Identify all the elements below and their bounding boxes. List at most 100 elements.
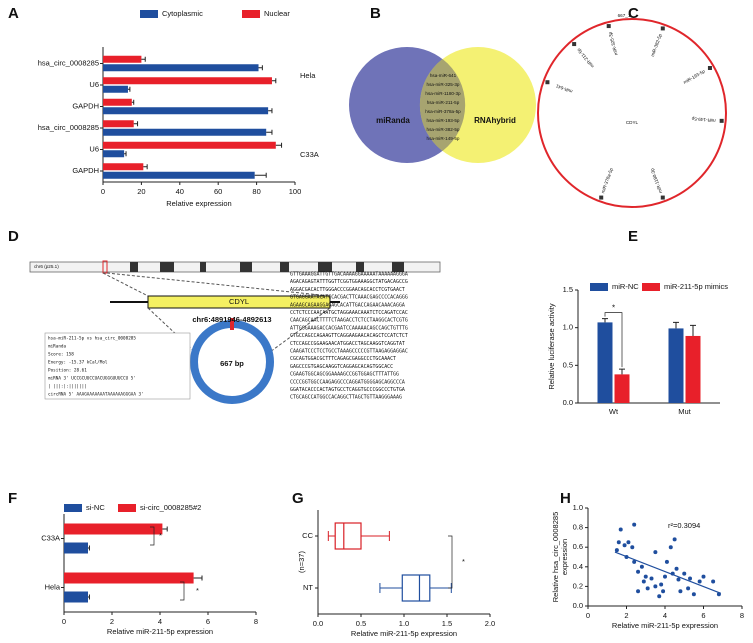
point (649, 576, 654, 581)
circos-label: miR-211-5p (576, 47, 595, 69)
x-axis-label: Relative miR-211-5p expression (351, 629, 457, 638)
error-bar (275, 142, 283, 148)
y-tick-label: GAPDH (72, 166, 99, 175)
error-bar (258, 65, 263, 71)
point (630, 545, 635, 550)
alignment-line: Score: 158 (48, 352, 74, 358)
sequence-line: ATTGGGAAAGACCACGAATCCAAAAACAGCCAGCTGTTTG (290, 325, 408, 331)
alignment-line: circRNA 5' AAAGAAAAAAATAAAAAAGGGAA 3' (48, 392, 144, 398)
x-axis-label: Relative miR-211-5p expression (612, 621, 718, 630)
bar (64, 523, 163, 535)
box (334, 522, 362, 550)
panel-label: G (292, 490, 304, 507)
x-tick-label: 6 (701, 611, 705, 620)
annotation: * (196, 586, 199, 595)
whisker-low (379, 583, 403, 593)
y-tick-label: 1.5 (563, 285, 573, 294)
circos-site (606, 24, 611, 29)
x-axis-label: Relative expression (166, 199, 231, 208)
x-tick-label: 2 (624, 611, 628, 620)
error-bar (162, 526, 168, 532)
venn-item: hsa-miR-193-5p (427, 118, 460, 123)
sequence-line: AGGACGACACTTGGGACCCGGAACAGCACCTCGTGAACT (290, 287, 405, 293)
x-tick-label: Wt (609, 407, 619, 416)
trendline (614, 551, 722, 594)
venn-set-label: miRanda (376, 116, 410, 125)
panel-label: D (8, 228, 19, 245)
x-tick-label: 0 (101, 187, 105, 196)
legend-swatch (140, 10, 158, 18)
y-tick-label: NT (303, 583, 313, 592)
error-bar (266, 129, 273, 135)
point (614, 548, 619, 553)
point (618, 527, 623, 532)
x-axis-label: Relative miR-211-5p expression (107, 627, 213, 636)
bar (685, 335, 701, 403)
error-bar (602, 318, 608, 323)
panel-label: H (560, 490, 571, 507)
point (697, 579, 702, 584)
point (672, 537, 677, 542)
error-bar (127, 86, 131, 92)
x-tick-label: 80 (252, 187, 260, 196)
venn-item: hsa-miR-378a-5p (425, 109, 461, 114)
alignment-line: Energy: -15.37 kCal/Mol (48, 360, 108, 366)
circos-label: miR-193-5p (683, 68, 707, 85)
point (686, 586, 691, 591)
y-axis-label: expression (560, 539, 569, 575)
y-tick-label: 1.0 (573, 503, 583, 512)
legend-swatch (118, 504, 136, 512)
x-tick-label: 8 (740, 611, 744, 620)
sequence-line: CTCCAGCCGGAAGAACATGGACCTAGCAAGGTCAGGTAT (290, 341, 405, 347)
bar (668, 328, 684, 403)
point (622, 543, 627, 548)
legend-label: si-NC (86, 503, 105, 512)
annotation: r²=0.3094 (668, 521, 700, 530)
bar (597, 322, 613, 403)
point (643, 574, 648, 579)
significance-bracket (448, 535, 453, 589)
x-tick-label: 100 (289, 187, 302, 196)
y-tick-label: CC (302, 531, 313, 540)
circos-site (719, 118, 724, 123)
sequence-line: CGCAGTGGACGCTTTCAGAGCGAGGCCCTGCAAACT (290, 356, 396, 362)
bar (103, 150, 125, 158)
sequence-line: GAGCCCGTGAGCAAGGTCAGGAGCACAGTGGCACC (290, 364, 393, 370)
sequence-line: CCCCGGTGGCCAAGAGGCCCAGGATGGGGAGCAGGCCCA (290, 379, 405, 385)
x-tick-label: 1.5 (442, 619, 452, 628)
panel-label: B (370, 5, 381, 22)
significance-bracket (180, 581, 185, 601)
point (701, 574, 706, 579)
point (659, 582, 664, 587)
point (657, 594, 662, 599)
annotation: * (462, 557, 465, 566)
y-axis-label: Relative luciferase activity (547, 303, 556, 390)
x-tick-label: 40 (176, 187, 184, 196)
point (632, 522, 637, 527)
x-tick-label: 0 (62, 617, 66, 626)
y-tick-label: 0.0 (563, 398, 573, 407)
y-tick-label: 0.0 (573, 601, 583, 610)
legend-swatch (242, 10, 260, 18)
sequence-line: CTGCCAGCCAGAAGTTCAGGAAGAACACAGCTCCATCTCT (290, 333, 408, 339)
x-tick-label: 2 (110, 617, 114, 626)
group-label: C33A (300, 150, 319, 159)
whisker-low (327, 531, 336, 541)
group-label: Hela (300, 71, 316, 80)
circos-label: miR-378a-5p (600, 167, 614, 194)
sequence-line: CGAAGTGGCAGCGGAAAAGCCGGTGGAGCTTTATTGG (290, 372, 399, 378)
y-axis-label: (n=37) (297, 551, 306, 573)
bar (103, 141, 276, 149)
y-tick-label: hsa_circ_0008285 (38, 123, 99, 132)
circos-site (660, 195, 665, 200)
error-bar (673, 321, 679, 329)
bar (103, 77, 272, 85)
error-bar (254, 172, 267, 178)
y-axis-label: Relative hsa_circ_0008285 (551, 512, 560, 602)
point (636, 569, 641, 574)
error-bar (124, 151, 127, 157)
y-tick-label: GAPDH (72, 101, 99, 110)
y-tick-label: 0.8 (573, 523, 583, 532)
alignment-line: hsa-miR-211-5p vs hsa_circ_0008285 (48, 336, 136, 342)
x-tick-label: 4 (158, 617, 162, 626)
